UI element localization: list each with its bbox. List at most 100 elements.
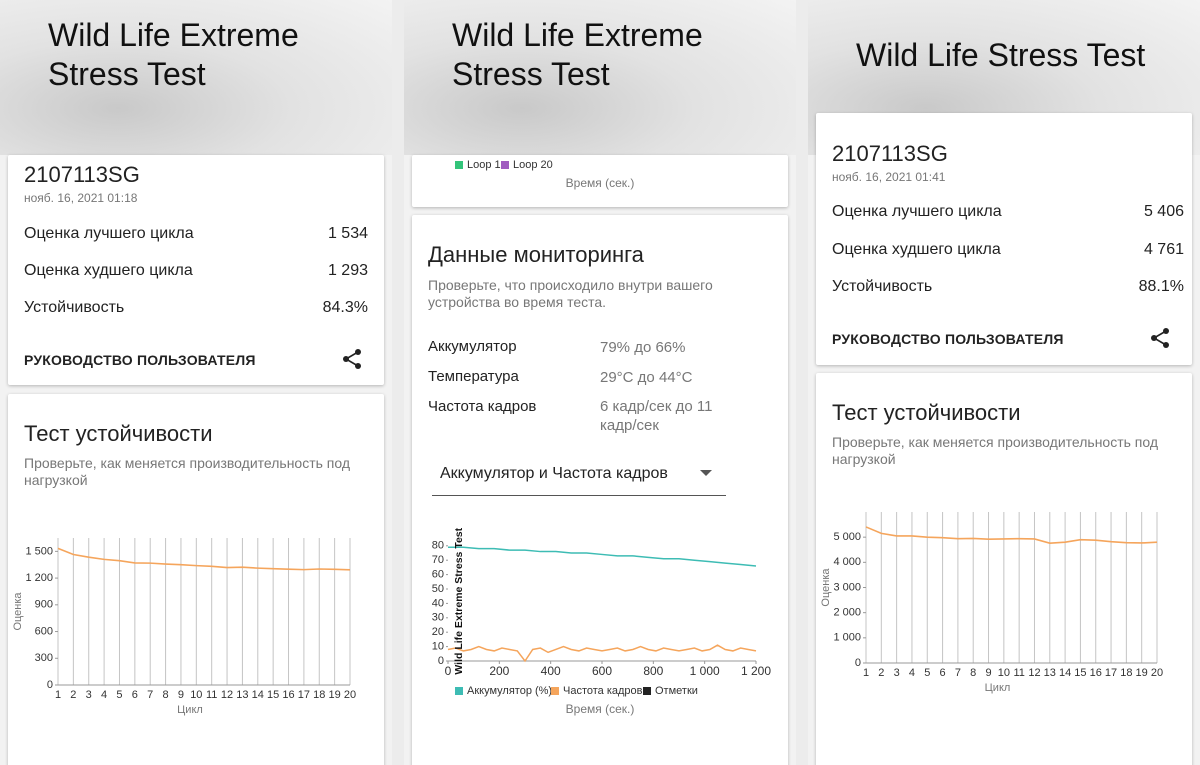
y-tick-label: 3 000 xyxy=(833,581,861,593)
monitor-label: Частота кадров xyxy=(428,398,537,415)
y-tick-label: 0 xyxy=(855,657,861,669)
x-tick-label: 17 xyxy=(298,689,310,701)
result-label: Оценка лучшего цикла xyxy=(832,203,1002,220)
y-tick-label: 80 xyxy=(432,540,444,552)
x-tick-label: 7 xyxy=(955,667,961,679)
legend-swatch xyxy=(455,687,463,695)
y-tick-label: 1 200 xyxy=(25,572,53,584)
result-value: 88.1% xyxy=(1138,278,1184,295)
y-tick-label: 1 000 xyxy=(833,632,861,644)
legend-label: Частота кадров xyxy=(563,685,643,697)
y-tick-label: 70 xyxy=(432,554,444,566)
section-description: Проверьте, как меняется производительнос… xyxy=(832,434,1159,467)
x-tick-label: 12 xyxy=(221,689,233,701)
y-tick-label: 300 xyxy=(35,652,53,664)
x-tick-label: 3 xyxy=(894,667,900,679)
x-tick-label: 3 xyxy=(86,689,92,701)
monitoring-card xyxy=(412,215,788,765)
x-tick-label: 4 xyxy=(909,667,915,679)
result-value: 4 761 xyxy=(1143,241,1184,258)
result-value: 84.3% xyxy=(322,299,368,316)
x-tick-label: 6 xyxy=(940,667,946,679)
y-tick-label: 30 xyxy=(432,612,444,624)
y-tick-label: 20 xyxy=(432,626,444,638)
x-tick-label: 1 xyxy=(863,667,869,679)
x-tick-label: 4 xyxy=(101,689,107,701)
x-tick-label: 6 xyxy=(132,689,138,701)
y-tick-label: 0 xyxy=(438,655,444,667)
test-title: Wild Life Extreme Stress Test xyxy=(48,17,299,92)
monitor-value: 6 кадр/сек до 11 кадр/сек xyxy=(600,398,713,434)
x-tick-label: 19 xyxy=(329,689,341,701)
x-tick-label: 15 xyxy=(267,689,279,701)
x-tick-label: 16 xyxy=(282,689,294,701)
legend-label: Loop 1 xyxy=(467,159,501,171)
x-tick-label: 9 xyxy=(985,667,991,679)
x-tick-label: 0 xyxy=(445,664,452,678)
legend-label: Аккумулятор (%) xyxy=(467,685,552,697)
dropdown-arrow[interactable] xyxy=(700,469,712,477)
y-tick-label: 50 xyxy=(432,583,444,595)
header-image xyxy=(0,0,392,155)
y-tick-label: 60 xyxy=(432,569,444,581)
section-description: Проверьте, что происходило внутри вашего… xyxy=(428,277,713,310)
x-tick-label: 10 xyxy=(998,667,1010,679)
annotation: Wild Life Extreme Stress Test xyxy=(453,527,465,674)
y-tick-label: 1 500 xyxy=(25,545,53,557)
x-tick-label: 18 xyxy=(1120,667,1132,679)
share-icon[interactable] xyxy=(341,348,363,370)
result-card xyxy=(8,155,384,385)
x-tick-label: 11 xyxy=(1013,667,1024,679)
y-tick-label: 2 000 xyxy=(833,607,861,619)
result-label: Устойчивость xyxy=(24,299,125,316)
x-tick-label: 12 xyxy=(1028,667,1040,679)
monitor-value: 29°C до 44°C xyxy=(600,369,693,386)
x-tick-label: 16 xyxy=(1090,667,1102,679)
x-tick-label: 14 xyxy=(1059,667,1071,679)
x-tick-label: 20 xyxy=(1151,667,1163,679)
series-line xyxy=(447,644,757,663)
x-tick-label: 5 xyxy=(924,667,930,679)
header-image xyxy=(404,0,796,155)
legend-swatch xyxy=(551,687,559,695)
x-axis-label: Время (сек.) xyxy=(566,176,635,190)
x-tick-label: 400 xyxy=(541,664,561,678)
dropdown[interactable]: Аккумулятор и Частота кадров xyxy=(440,465,668,482)
guide-link[interactable]: РУКОВОДСТВО ПОЛЬЗОВАТЕЛЯ xyxy=(24,352,256,368)
result-label: Оценка худшего цикла xyxy=(24,262,193,279)
y-axis-label: Оценка xyxy=(12,592,24,631)
section-description: Проверьте, как меняется производительнос… xyxy=(24,455,351,488)
x-tick-label: 600 xyxy=(592,664,612,678)
x-tick-label: 14 xyxy=(252,689,264,701)
result-value: 1 534 xyxy=(327,225,368,242)
dropdown-underline xyxy=(432,495,726,496)
monitor-value: 79% до 66% xyxy=(600,339,686,356)
x-axis-label: Время (сек.) xyxy=(566,702,635,716)
x-tick-label: 800 xyxy=(643,664,663,678)
share-icon[interactable] xyxy=(1149,327,1171,349)
x-tick-label: 18 xyxy=(313,689,325,701)
y-tick-label: 4 000 xyxy=(833,556,861,568)
x-tick-label: 1 000 xyxy=(690,664,720,678)
x-tick-label: 11 xyxy=(206,689,217,701)
x-tick-label: 8 xyxy=(163,689,169,701)
result-label: Оценка лучшего цикла xyxy=(24,225,194,242)
monitor-label: Аккумулятор xyxy=(428,338,517,355)
x-axis-label: Цикл xyxy=(177,704,203,716)
result-value: 5 406 xyxy=(1143,203,1184,220)
x-tick-label: 7 xyxy=(147,689,153,701)
x-tick-label: 19 xyxy=(1136,667,1148,679)
x-tick-label: 10 xyxy=(190,689,202,701)
legend-label: Loop 20 xyxy=(513,159,553,171)
date: нояб. 16, 2021 01:18 xyxy=(24,191,138,205)
guide-link[interactable]: РУКОВОДСТВО ПОЛЬЗОВАТЕЛЯ xyxy=(832,331,1064,347)
result-label: Оценка худшего цикла xyxy=(832,241,1001,258)
x-tick-label: 1 xyxy=(55,689,61,701)
legend-swatch xyxy=(455,161,463,169)
result-card xyxy=(816,113,1192,365)
test-title: Wild Life Stress Test xyxy=(856,37,1146,73)
series-line xyxy=(448,546,757,567)
legend-label: Отметки xyxy=(655,685,698,697)
